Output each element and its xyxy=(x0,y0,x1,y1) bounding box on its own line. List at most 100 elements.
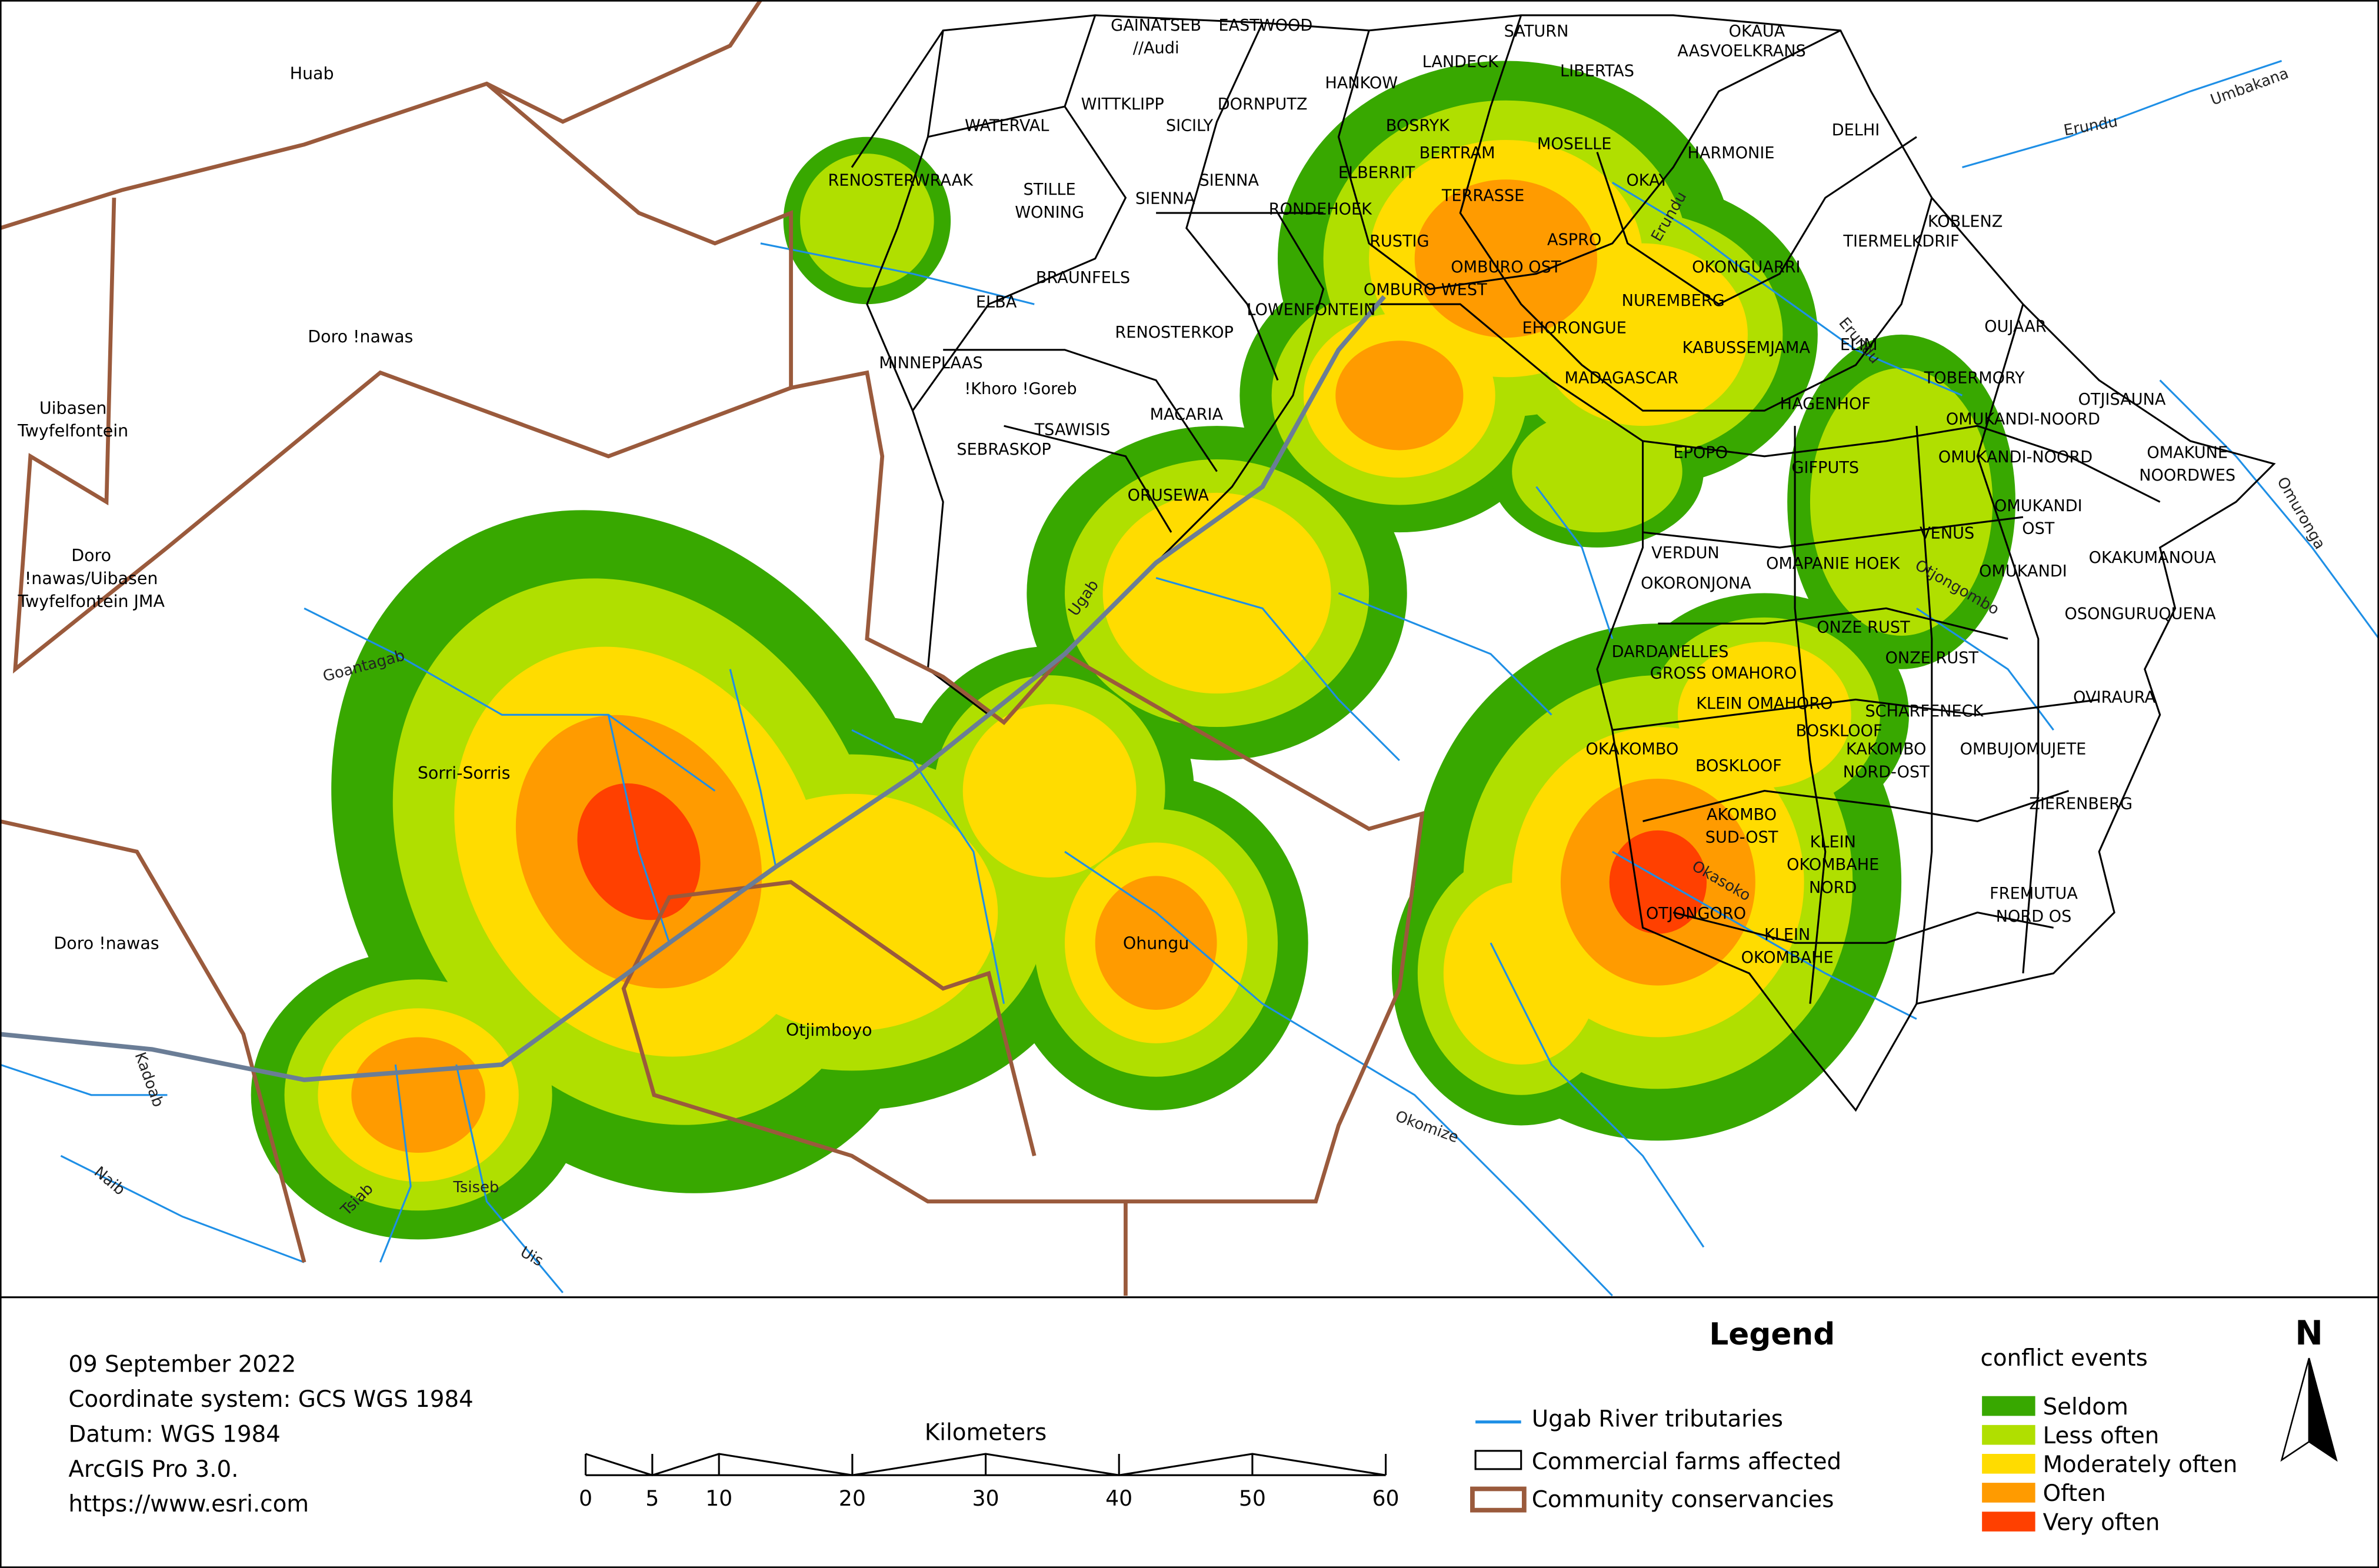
farm-label: HARMONIE xyxy=(1688,144,1775,162)
farm-label: BOSRYK xyxy=(1386,116,1450,135)
scale-label: 10 xyxy=(705,1486,732,1511)
conservancy-outline xyxy=(0,819,1128,1296)
conservancy-label: Ohungu xyxy=(1123,934,1190,953)
farm-outline xyxy=(866,30,1325,716)
legend-conservancy-symbol xyxy=(1470,1486,1527,1513)
farm-label: SATURN xyxy=(1504,22,1569,41)
farm-label: EASTWOOD xyxy=(1218,16,1312,35)
river xyxy=(1155,486,1614,762)
heat-zone xyxy=(1102,492,1331,694)
farm-label: SICILY xyxy=(1166,116,1214,135)
farm-label: KOBLENZ xyxy=(1928,212,2003,231)
farm-label: RENOSTERWRAAK xyxy=(828,172,974,190)
farm-label: VENUS xyxy=(1920,524,1974,542)
scale-label: 40 xyxy=(1105,1486,1132,1511)
date: 09 September 2022 xyxy=(68,1351,296,1377)
farm-label: HAGENHOF xyxy=(1780,395,1871,413)
farm-label: EPOPO xyxy=(1674,443,1728,462)
farm-label: ELBERRIT xyxy=(1338,164,1415,182)
footer: 09 September 2022 Coordinate system: GCS… xyxy=(68,1314,2338,1536)
farm-label: SEBRASKOP xyxy=(957,441,1051,459)
conservancy-label: Doro !nawas xyxy=(308,327,413,346)
farm-label: SCHARFENECK xyxy=(1865,702,1984,720)
farm-label: SIENNA xyxy=(1199,172,1259,190)
legend-title: Legend xyxy=(1709,1317,1835,1352)
farm-label: ONZE RUST xyxy=(1885,649,1979,667)
scale-bar xyxy=(585,1453,1386,1476)
farm-label: HANKOW xyxy=(1325,74,1398,92)
conservancy-label: !nawas/Uibasen xyxy=(25,569,158,588)
conservancy-label: Twyfelfontein xyxy=(17,421,128,441)
farm-label: NORD OS xyxy=(1996,908,2072,926)
legend-item: Ugab River tributaries xyxy=(1532,1406,1783,1432)
farm-label: OUJAAR xyxy=(1984,318,2047,336)
heat-zone xyxy=(1414,179,1597,338)
scale-label: 50 xyxy=(1239,1486,1266,1511)
farm-label: NORD xyxy=(1809,879,1857,897)
river xyxy=(607,669,1005,1004)
farm-label: OMUKANDI-NOORD xyxy=(1946,410,2100,428)
heat-zone xyxy=(1443,882,1599,1065)
farm-label: RENOSTERKOP xyxy=(1115,323,1233,342)
river xyxy=(0,1063,564,1293)
farm-label: KLEIN xyxy=(1764,926,1810,944)
farm-label: OKAUA xyxy=(1729,22,1785,41)
legend-swatch xyxy=(1982,1512,2035,1532)
farm-label: KABUSSEMJAMA xyxy=(1682,339,1811,357)
farm-label: !Khoro !Goreb xyxy=(964,380,1077,398)
software: ArcGIS Pro 3.0. xyxy=(68,1456,238,1483)
legend-swatch xyxy=(1982,1396,2035,1416)
legend-item: Commercial farms affected xyxy=(1532,1449,1841,1475)
farm-label: ZIERENBERG xyxy=(2029,795,2133,813)
farm-label: //Audi xyxy=(1133,39,1179,58)
conservancy-label: Sorri-Sorris xyxy=(418,763,511,783)
conservancy-label: Doro xyxy=(71,546,111,565)
farm-label: RONDEHOEK xyxy=(1269,201,1372,219)
farm-label: MOSELLE xyxy=(1537,135,1611,153)
farm-cell xyxy=(1337,15,1933,412)
farm-outline xyxy=(851,14,2276,1112)
farm-label: BOSKLOOF xyxy=(1695,757,1782,775)
farm-label: OKAKUMANOUA xyxy=(2089,549,2217,567)
farm-label: TERRASSE xyxy=(1441,186,1524,205)
heat-zone xyxy=(1335,341,1464,451)
farm-cell xyxy=(1612,303,2161,1004)
farm-label: EHORONGUE xyxy=(1522,319,1626,337)
farm-label: OKAY xyxy=(1626,172,1668,190)
farm-label: OKONGUARRI xyxy=(1692,258,1800,276)
farm-label: STILLE xyxy=(1024,181,1076,199)
scale-title: Kilometers xyxy=(925,1420,1047,1446)
farm-label: WONING xyxy=(1015,203,1084,222)
heat-zone xyxy=(351,1037,485,1153)
farm-label: MADAGASCAR xyxy=(1565,369,1679,388)
conservancy-label: Twyfelfontein JMA xyxy=(17,592,165,611)
farm-label: LIBERTAS xyxy=(1560,62,1634,80)
river xyxy=(304,607,716,792)
farm-label: TIERMELKDRIF xyxy=(1842,232,1959,251)
farm-label: OMBUJOMUJETE xyxy=(1960,740,2087,759)
farm-boundaries xyxy=(851,14,2276,1112)
farm-label: BERTRAM xyxy=(1420,144,1495,162)
legend-swatch xyxy=(1982,1483,2035,1503)
farm-label: ELBA xyxy=(976,293,1017,311)
farm-label: RUSTIG xyxy=(1370,232,1430,251)
heat-zone xyxy=(800,154,934,288)
heat-zone xyxy=(1810,368,1993,636)
farm-label: TSAWISIS xyxy=(1034,421,1111,439)
river xyxy=(1064,850,1613,1297)
conservancy-label: Otjimboyo xyxy=(786,1020,872,1040)
coordinate-system: Coordinate system: GCS WGS 1984 xyxy=(68,1386,473,1413)
farm-label: OMBURO WEST xyxy=(1364,281,1487,299)
farm-label: ONZE RUST xyxy=(1817,619,1910,637)
legend-class-label: Seldom xyxy=(2043,1394,2128,1420)
heat-zone xyxy=(1678,642,1851,788)
farm-label: VERDUN xyxy=(1651,544,1720,562)
farm-label: OKOMBAHE xyxy=(1741,949,1834,967)
conservancy-outline xyxy=(485,82,1425,1204)
farm-label: OMUKANDI xyxy=(1994,497,2083,515)
farm-label: OMAKUNE xyxy=(2147,443,2228,462)
scale-label: 0 xyxy=(579,1486,592,1511)
river xyxy=(760,242,1917,1248)
